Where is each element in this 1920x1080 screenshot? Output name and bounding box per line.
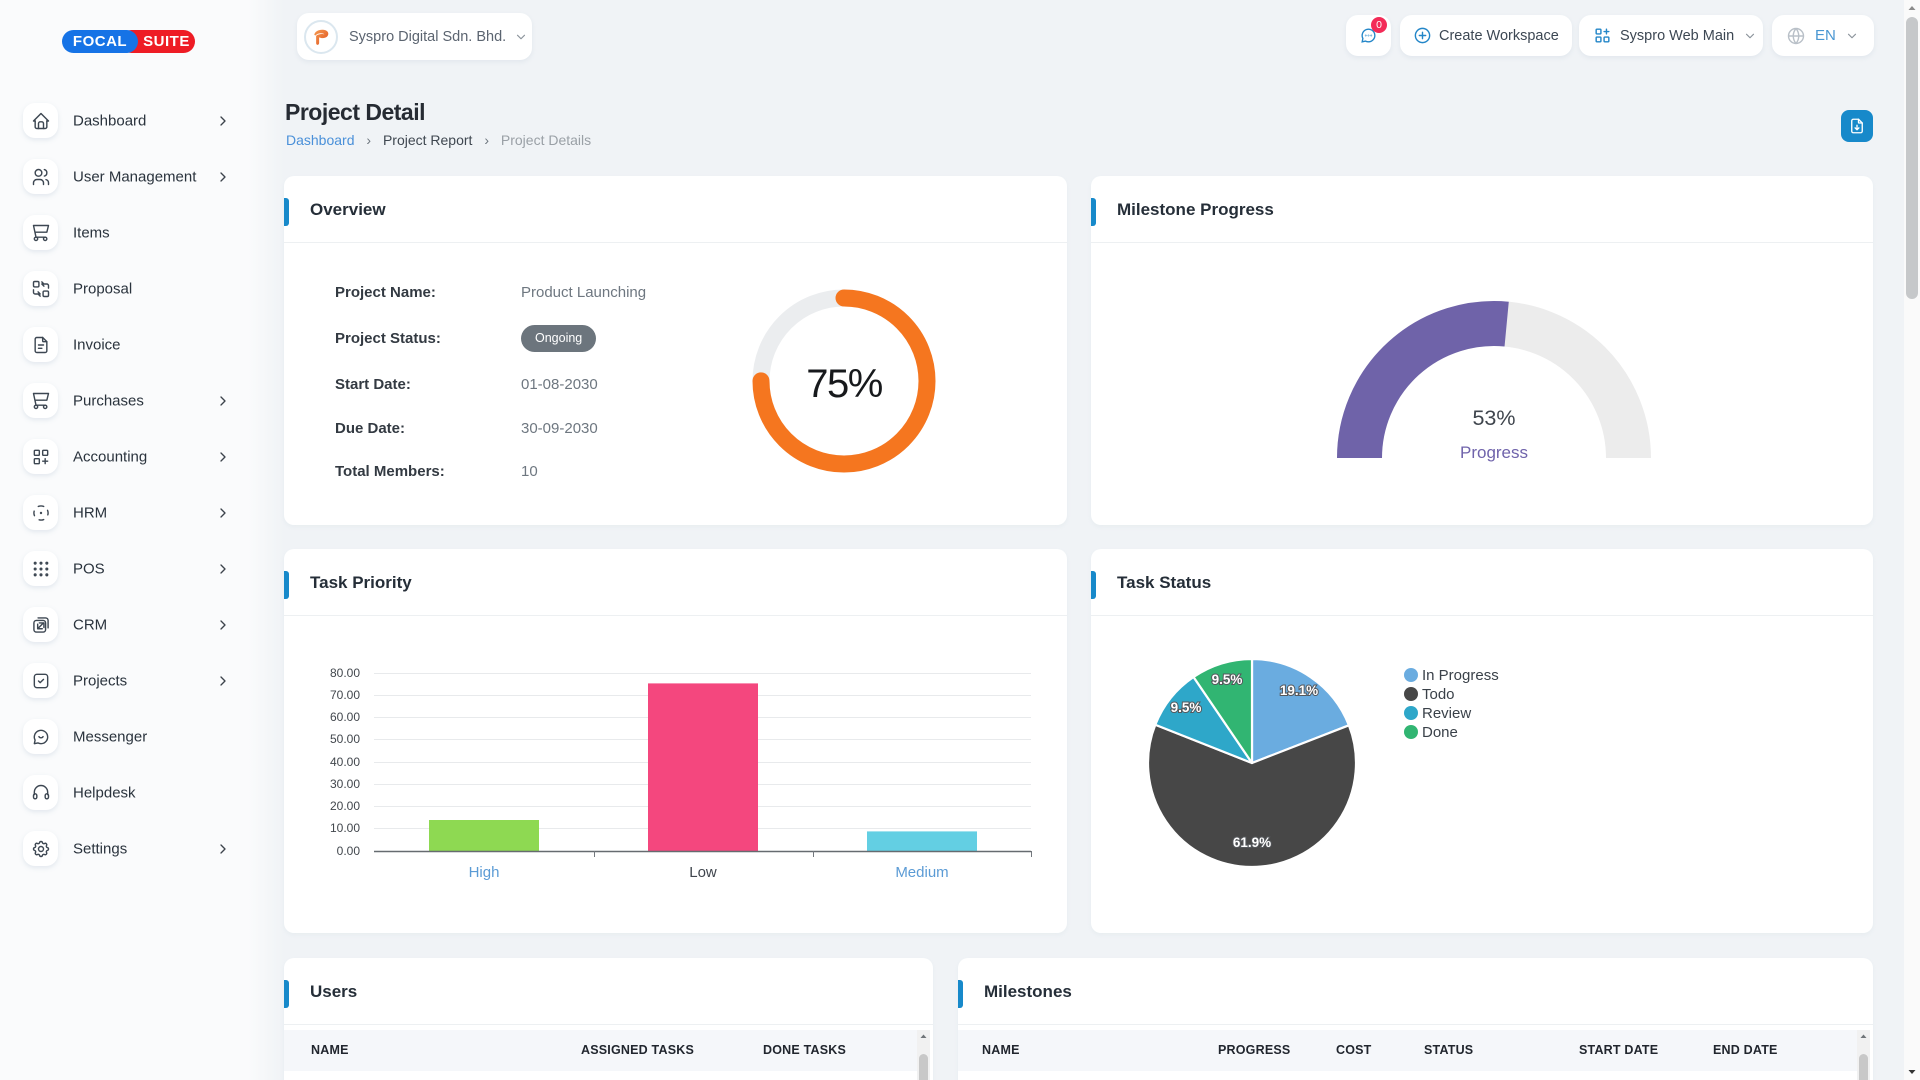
svg-text:In Progress: In Progress (1422, 667, 1499, 684)
svg-text:Done: Done (1422, 724, 1458, 741)
svg-text:60.00: 60.00 (330, 710, 360, 724)
svg-text:20.00: 20.00 (330, 799, 360, 813)
svg-text:9.5%: 9.5% (1212, 672, 1243, 687)
svg-text:0.00: 0.00 (337, 844, 361, 858)
svg-text:Todo: Todo (1422, 686, 1455, 703)
svg-text:61.9%: 61.9% (1233, 835, 1271, 850)
svg-text:40.00: 40.00 (330, 755, 360, 769)
svg-text:30.00: 30.00 (330, 777, 360, 791)
svg-text:80.00: 80.00 (330, 666, 360, 680)
svg-text:Medium: Medium (895, 864, 948, 881)
svg-text:High: High (469, 864, 500, 881)
svg-text:10.00: 10.00 (330, 821, 360, 835)
svg-text:70.00: 70.00 (330, 688, 360, 702)
svg-text:9.5%: 9.5% (1171, 700, 1202, 715)
svg-text:50.00: 50.00 (330, 732, 360, 746)
svg-text:Low: Low (689, 864, 717, 881)
svg-text:Review: Review (1422, 705, 1471, 722)
svg-text:19.1%: 19.1% (1280, 683, 1318, 698)
